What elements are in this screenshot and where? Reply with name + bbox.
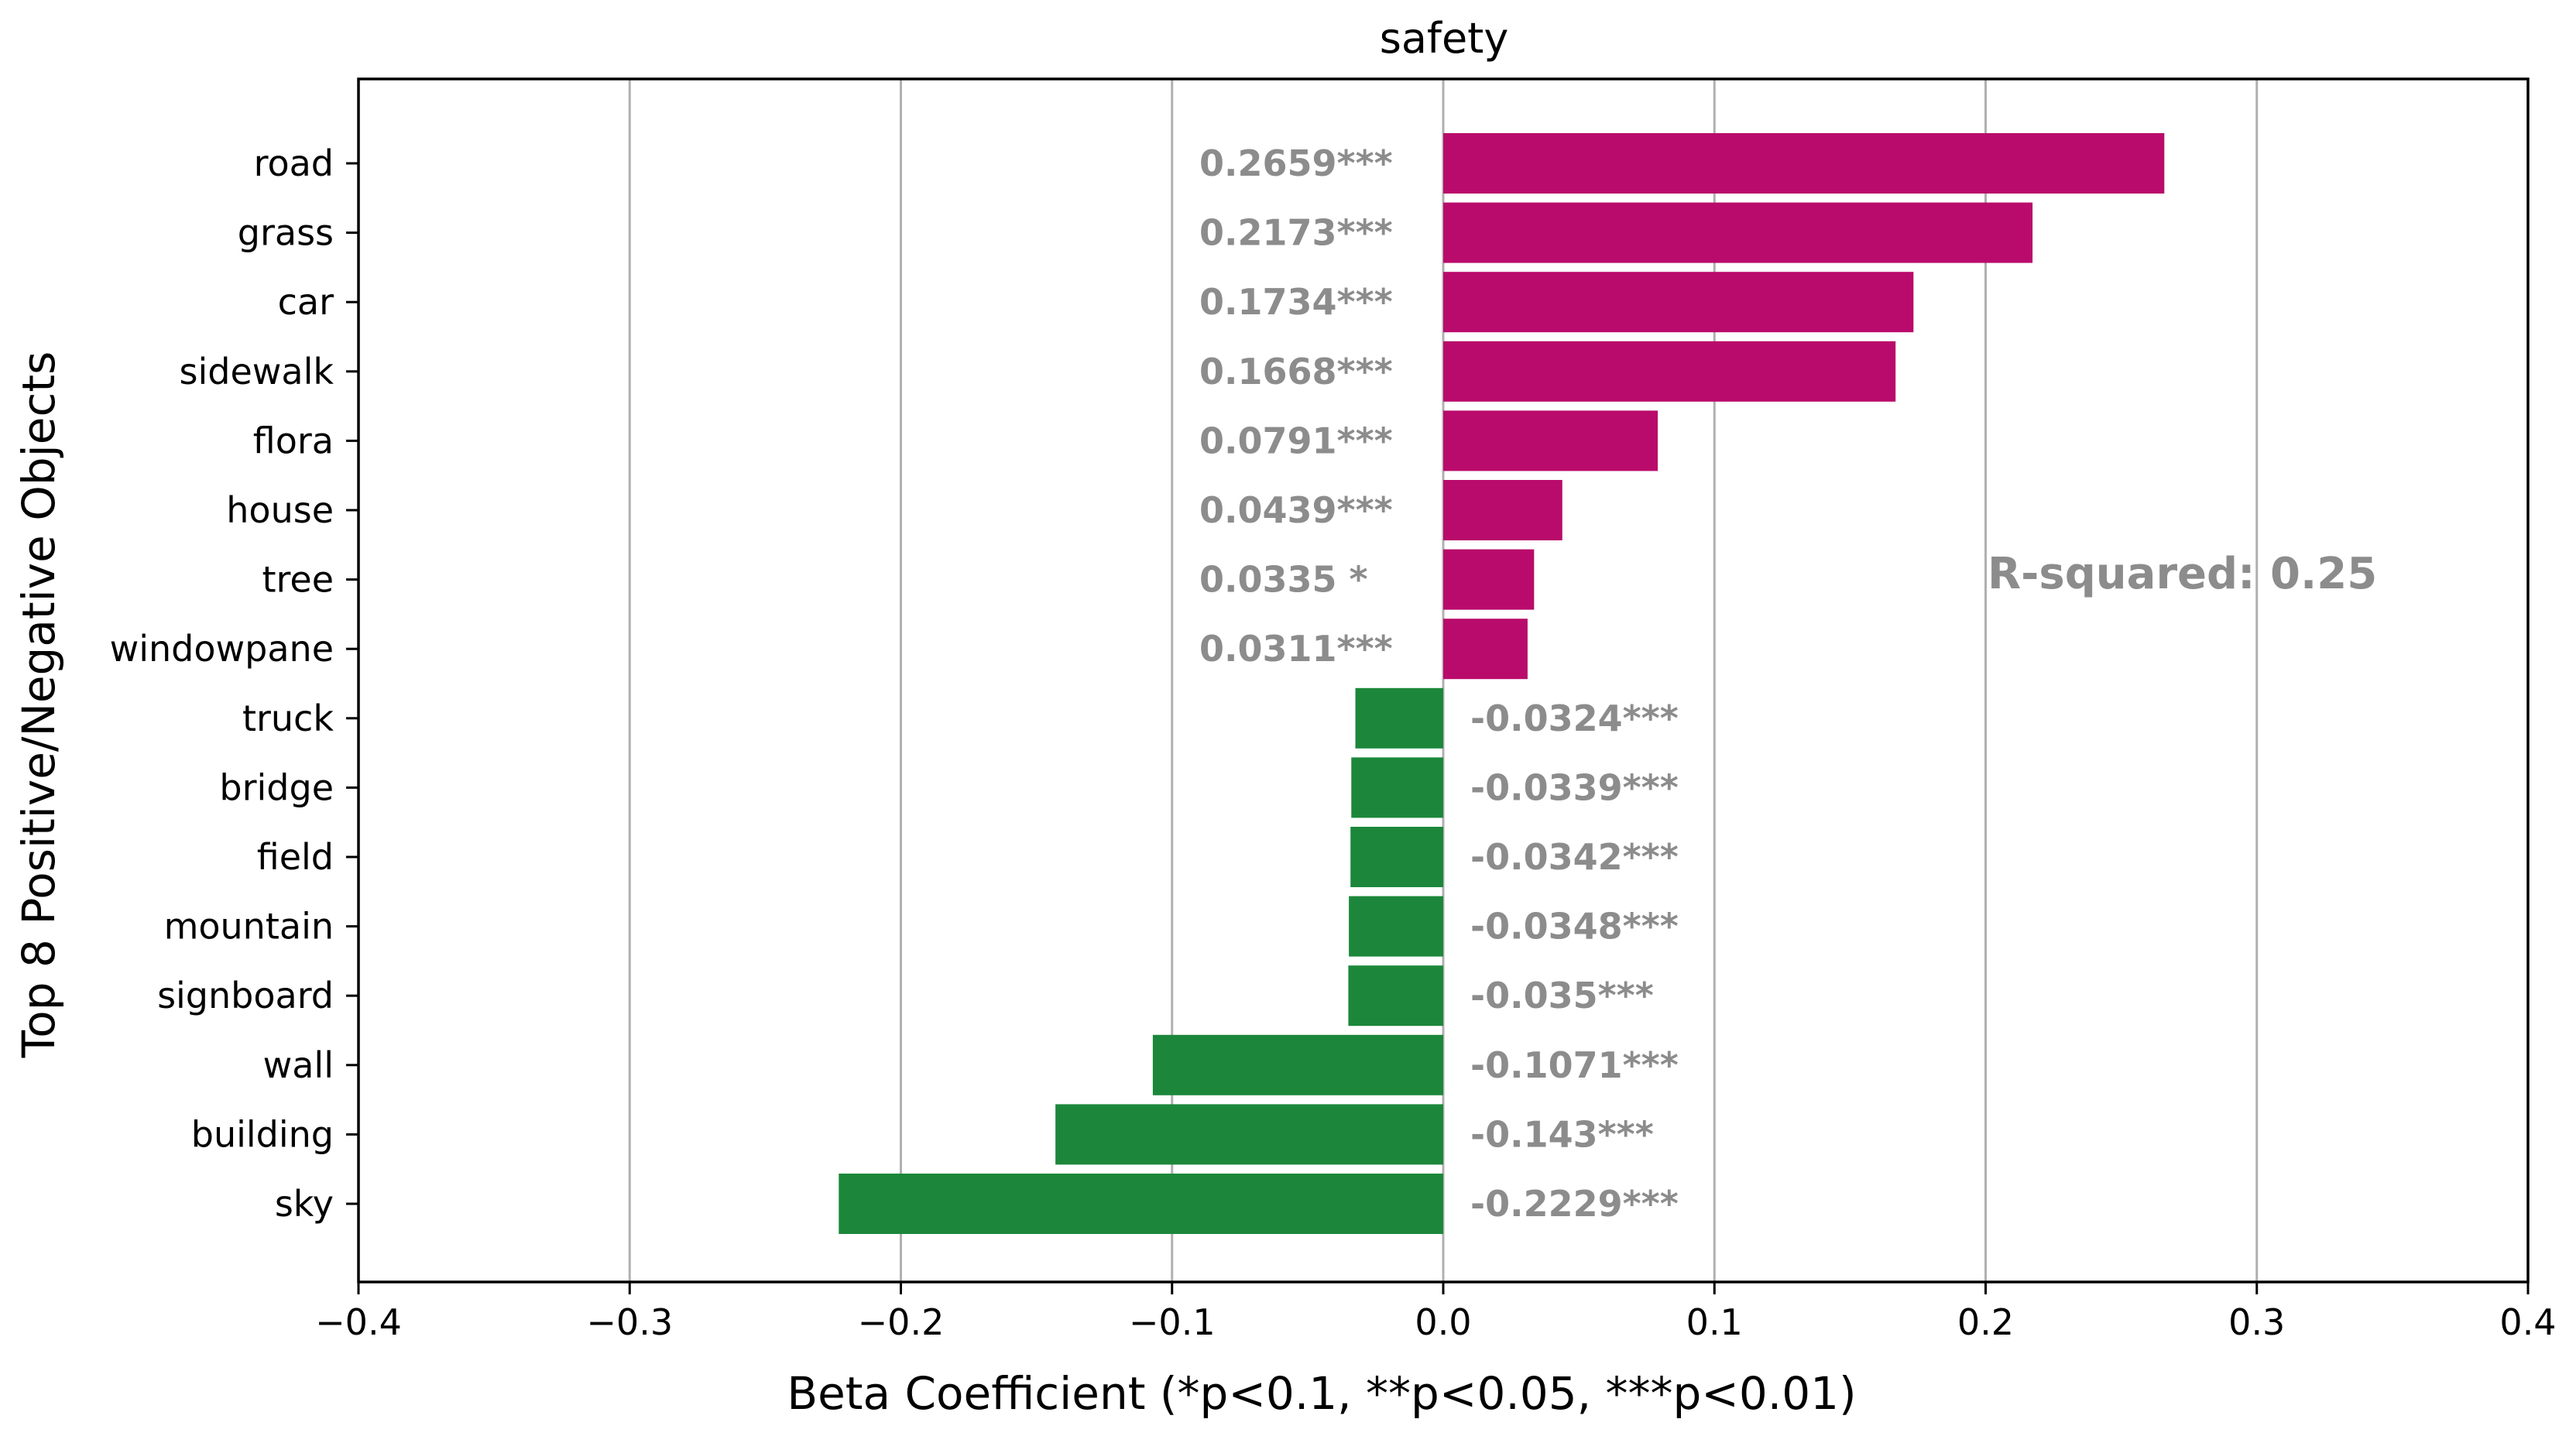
value-label-grass: 0.2173*** [1199, 212, 1393, 254]
bar-tree [1443, 549, 1535, 610]
value-label-windowpane: 0.0311*** [1199, 628, 1393, 670]
bar-flora [1443, 410, 1658, 471]
axis-ticks: −0.4 −0.3 −0.2 −0.1 0.0 0.1 0.2 0.3 0.4 road grass… [110, 142, 2557, 1343]
r-squared-annotation: R-squared: 0.25 [1988, 549, 2377, 599]
bar-building [1055, 1104, 1443, 1165]
value-label-wall: -0.1071*** [1470, 1044, 1679, 1086]
y-tick-label-wall: wall [263, 1044, 334, 1086]
value-label-truck: -0.0324*** [1470, 698, 1679, 739]
value-label-mountain: -0.0348*** [1470, 906, 1679, 948]
x-tick-label: −0.3 [586, 1301, 673, 1343]
bar-grass [1443, 202, 2033, 263]
bar-signboard [1348, 965, 1443, 1027]
y-tick-label-house: house [226, 489, 334, 531]
value-label-signboard: -0.035*** [1470, 975, 1654, 1016]
value-label-sidewalk: 0.1668*** [1199, 351, 1393, 392]
y-tick-label-flora: flora [253, 420, 334, 461]
plot-frame [357, 77, 2530, 1284]
x-tick-label: 0.0 [1415, 1301, 1471, 1343]
y-tick-label-grass: grass [238, 212, 334, 254]
value-label-house: 0.0439*** [1199, 489, 1393, 531]
x-axis-label: Beta Coefficient (*p<0.1, **p<0.05, ***p… [787, 1367, 1856, 1420]
value-labels: 0.2659*** 0.2173*** 0.1734*** 0.1668*** 0.07… [1199, 142, 1679, 1225]
bar-truck [1355, 687, 1443, 749]
x-tick-label: 0.4 [2499, 1301, 2556, 1343]
x-tick-label: −0.4 [315, 1301, 402, 1343]
bar-road [1443, 133, 2165, 194]
value-label-field: -0.0342*** [1470, 836, 1679, 878]
bar-sky [839, 1174, 1443, 1234]
y-tick-label-signboard: signboard [157, 975, 334, 1016]
y-axis-label: Top 8 Positive/Negative Objects [12, 351, 65, 1059]
value-label-road: 0.2659*** [1199, 142, 1393, 184]
x-tick-label: 0.1 [1686, 1301, 1743, 1343]
x-tick-label: 0.2 [1957, 1301, 2014, 1343]
y-tick-label-road: road [254, 142, 334, 184]
x-tick-label: −0.1 [1129, 1301, 1216, 1343]
y-tick-label-building: building [191, 1113, 334, 1155]
y-tick-label-truck: truck [242, 698, 334, 739]
bar-windowpane [1443, 619, 1528, 680]
y-tick-label-mountain: mountain [164, 906, 334, 948]
y-tick-label-sky: sky [275, 1183, 334, 1225]
value-label-car: 0.1734*** [1199, 281, 1393, 323]
x-tick-label: 0.3 [2228, 1301, 2285, 1343]
bar-sidewalk [1443, 341, 1896, 402]
bar-mountain [1349, 896, 1443, 957]
bar-field [1350, 827, 1443, 887]
y-tick-label-field: field [257, 836, 334, 878]
chart-title: safety [1380, 14, 1509, 63]
value-label-tree: 0.0335 * [1199, 559, 1368, 601]
bar-car [1443, 272, 1914, 333]
y-tick-label-sidewalk: sidewalk [180, 351, 334, 392]
x-tick-label: −0.2 [858, 1301, 945, 1343]
value-label-bridge: -0.0339*** [1470, 766, 1679, 808]
y-tick-label-tree: tree [262, 559, 334, 601]
bar-house [1443, 480, 1562, 540]
value-label-sky: -0.2229*** [1470, 1183, 1679, 1225]
value-label-building: -0.143*** [1470, 1113, 1654, 1155]
bars [839, 133, 2165, 1234]
value-label-flora: 0.0791*** [1199, 420, 1393, 461]
bar-wall [1152, 1034, 1443, 1095]
bar-bridge [1351, 757, 1443, 818]
y-tick-label-car: car [278, 281, 334, 323]
y-tick-label-bridge: bridge [219, 766, 334, 808]
y-tick-label-windowpane: windowpane [110, 628, 334, 670]
